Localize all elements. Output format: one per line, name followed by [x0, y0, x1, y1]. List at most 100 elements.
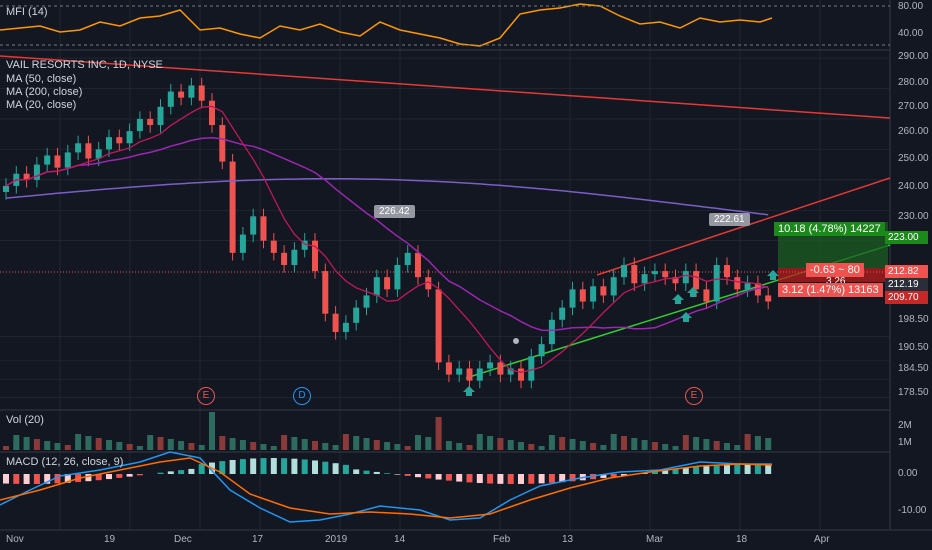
red-trendline-top	[0, 55, 891, 119]
candle-body	[219, 125, 226, 162]
macd-histogram-bar	[3, 474, 9, 484]
volume-bar	[13, 435, 20, 450]
high-callout-2[interactable]: 222.61	[709, 213, 750, 226]
macd-histogram-bar	[682, 467, 689, 474]
macd-histogram-bar	[610, 474, 617, 477]
macd-histogram-bar	[724, 464, 730, 474]
candle-body	[147, 118, 154, 126]
macd-histogram-bar	[106, 474, 112, 480]
macd-histogram-bar	[693, 466, 700, 474]
candle-body	[497, 362, 504, 375]
volume-bar	[662, 444, 669, 450]
buy-arrows	[463, 270, 779, 396]
candle-body	[239, 234, 246, 253]
volume-bar	[95, 438, 102, 450]
ma20-legend: MA (20, close)	[6, 99, 77, 111]
volume-bar	[445, 441, 452, 450]
volume-bar	[219, 436, 226, 450]
volume-bar	[621, 436, 627, 450]
volume-bar	[198, 445, 205, 450]
candle-body	[75, 143, 82, 153]
red-channel-upper	[596, 177, 891, 276]
candle-body	[229, 161, 236, 253]
candle-body	[703, 289, 710, 302]
macd-signal-line	[0, 457, 773, 519]
high-callout-1[interactable]: 226.42	[374, 205, 415, 218]
candle-body	[610, 277, 617, 296]
candle-body	[198, 85, 205, 101]
macd-histogram-bar	[425, 474, 432, 479]
volume-bar	[682, 435, 689, 450]
price-axis-178: 178.50	[898, 387, 929, 398]
position-mid-label[interactable]: -0.63 ~ 80	[806, 263, 864, 277]
volume-bar	[136, 446, 143, 450]
candle-body	[662, 271, 669, 278]
earnings-marker-2[interactable]: E	[685, 387, 703, 405]
volume-bar	[44, 441, 51, 450]
macd-legend: MACD (12, 26, close, 9)	[6, 456, 124, 468]
candle-body	[579, 289, 586, 302]
macd-histogram-bar	[342, 464, 349, 474]
ma50-line	[5, 137, 769, 332]
macd-histogram-bar	[332, 463, 339, 474]
macd-histogram-bar	[229, 459, 236, 474]
earnings-marker-1[interactable]: E	[197, 387, 215, 405]
macd-histogram-bar	[404, 474, 411, 476]
price-axis-230: 230.00	[898, 211, 929, 222]
buy-arrow-5	[767, 270, 779, 280]
ma20-line	[5, 105, 769, 373]
macd-histogram-bar	[672, 469, 679, 474]
volume-bar	[342, 434, 349, 450]
volume-bar	[693, 437, 700, 450]
price-axis-198: 198.50	[898, 314, 929, 325]
candle-body	[425, 277, 432, 290]
volume-bar	[126, 444, 133, 450]
macd-histogram-bar	[507, 474, 514, 484]
macd-histogram-bar	[322, 461, 329, 474]
macd-histogram-bar	[621, 474, 627, 476]
candle-body	[260, 216, 267, 241]
volume-bar	[569, 439, 576, 450]
mfi-axis-40: 40.00	[898, 28, 924, 39]
candle-body	[33, 164, 40, 180]
buy-arrow-4	[687, 287, 699, 297]
ma50-legend: MA (50, close)	[6, 73, 77, 85]
x-tick-dec: Dec	[174, 534, 192, 545]
macd-axis-0: 0.00	[898, 468, 918, 479]
candle-body	[672, 277, 679, 284]
candle-body	[106, 137, 112, 150]
position-stop-label[interactable]: 3.12 (1.47%) 13163	[778, 283, 883, 297]
candle-body	[394, 265, 401, 290]
position-target-label[interactable]: 10.18 (4.78%) 14227	[774, 222, 885, 236]
dividend-marker[interactable]: D	[293, 387, 311, 405]
macd-histogram-bar	[487, 474, 494, 484]
macd-histogram-bar	[713, 465, 720, 474]
candle-body	[312, 240, 318, 272]
volume-bar	[765, 438, 772, 450]
volume-bar	[64, 445, 71, 450]
candle-body	[518, 368, 524, 381]
mfi-axis-80: 80.00	[898, 1, 924, 12]
grid-lines	[0, 0, 890, 530]
price-axis-190: 190.50	[898, 342, 929, 353]
macd-histogram-bar	[178, 470, 185, 474]
volume-bar	[610, 434, 617, 450]
symbol-legend: VAIL RESORTS INC, 1D, NYSE	[6, 59, 163, 71]
macd-histogram-bar	[136, 474, 143, 476]
volume-bar	[476, 434, 483, 450]
candle-body	[342, 322, 349, 332]
macd-histogram-bar	[703, 466, 710, 474]
volume-bar	[75, 434, 82, 450]
candle-body	[363, 295, 370, 308]
mfi-line	[0, 3, 773, 47]
macd-axis-neg10: -10.00	[898, 505, 927, 516]
volume-bar	[322, 443, 329, 450]
macd-histogram-bar	[312, 460, 318, 474]
candle-body	[188, 85, 195, 98]
macd-histogram-bar	[291, 458, 298, 474]
price-tag-stop: 209.70	[885, 291, 928, 304]
candle-body	[3, 185, 9, 192]
macd-histogram-bar	[456, 474, 463, 482]
macd-histogram-bar	[239, 459, 246, 474]
